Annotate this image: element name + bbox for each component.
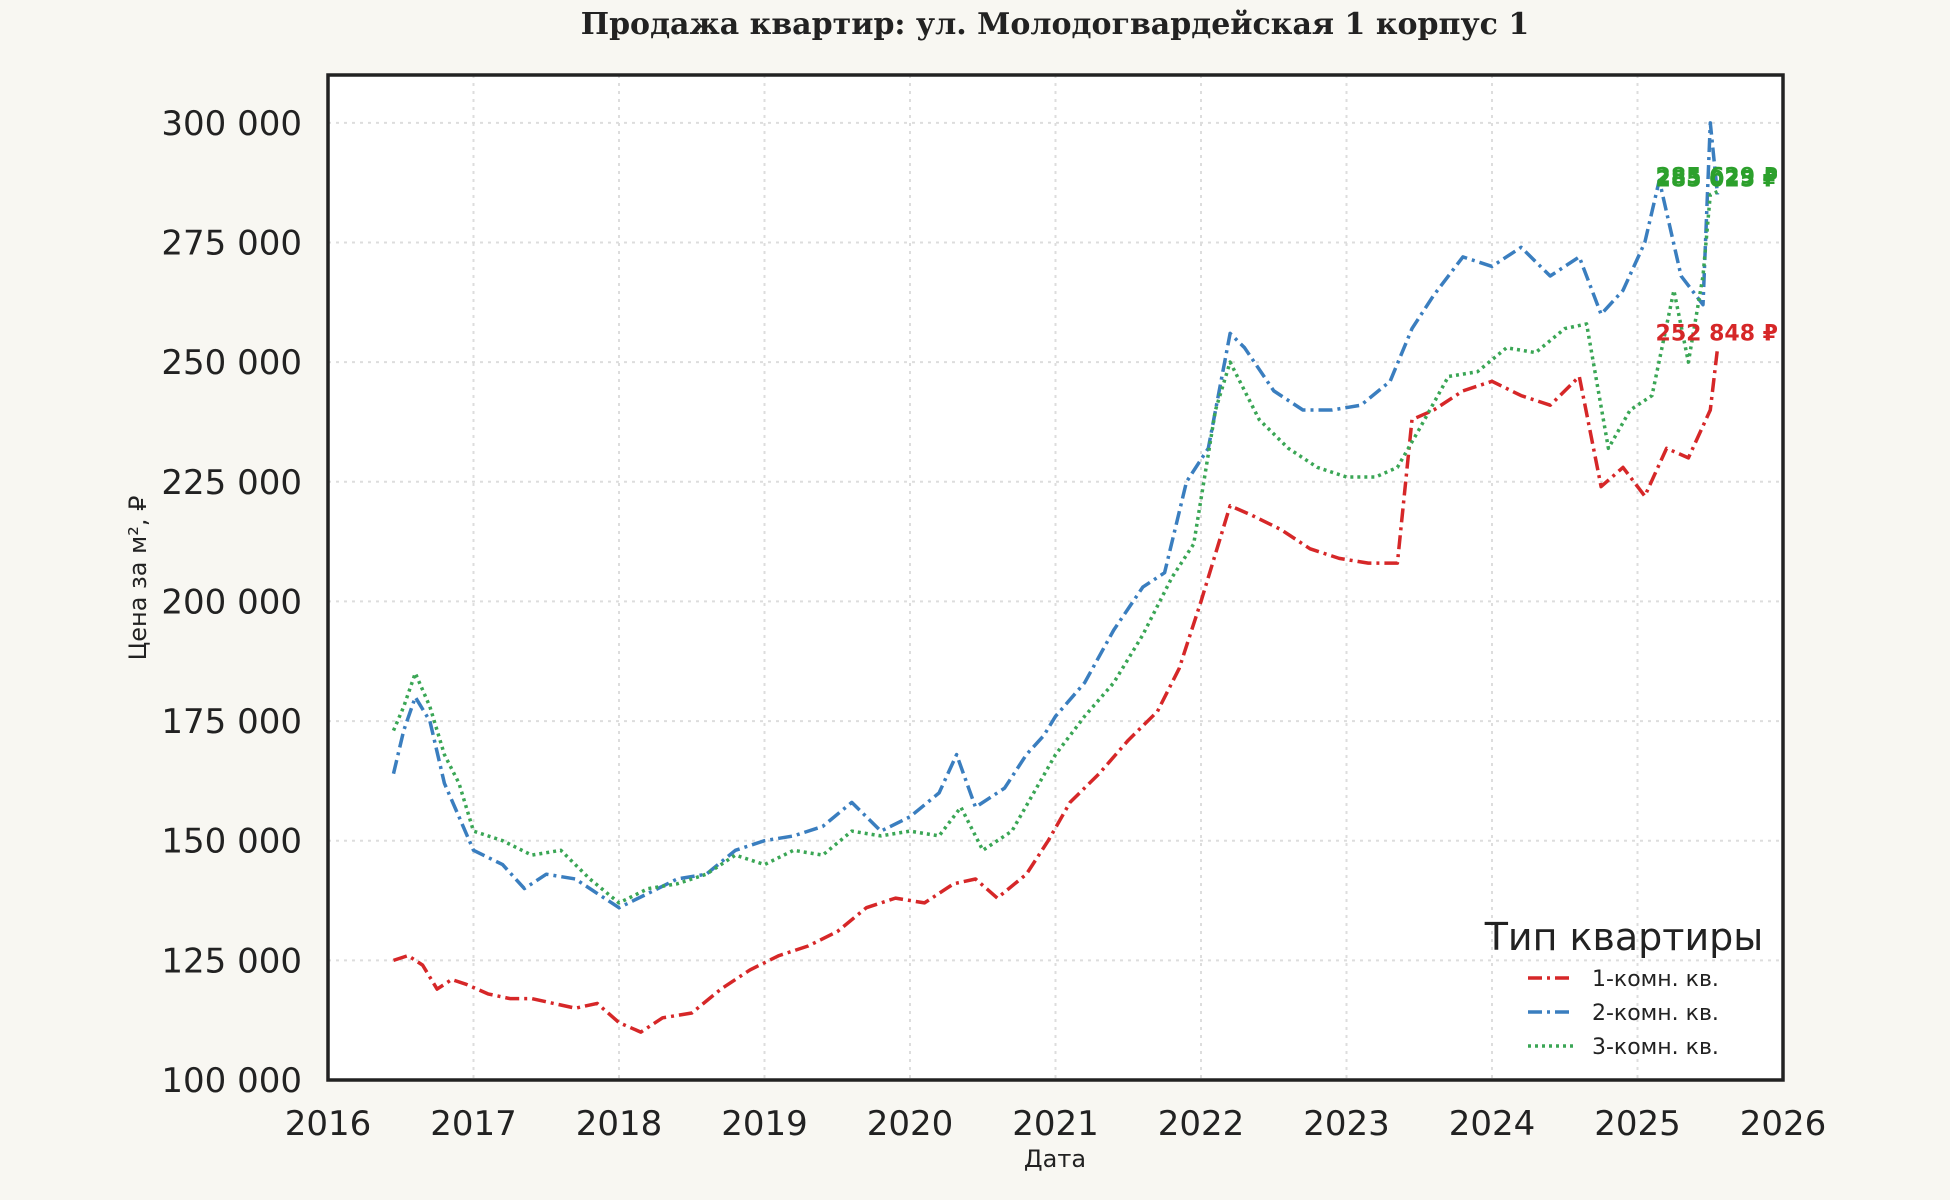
legend: Тип квартиры 1-комн. кв. 2-комн. кв. 3-ком… [1484, 915, 1764, 1060]
x-tick-label: 2016 [285, 1104, 372, 1144]
chart-title: Продажа квартир: ул. Молодогвардейская 1… [581, 7, 1530, 42]
x-tick-label: 2019 [721, 1104, 808, 1144]
y-tick-label: 100 000 [161, 1061, 302, 1101]
y-tick-label: 200 000 [161, 582, 302, 622]
end-value-label: 285 629 ₽ [1656, 165, 1778, 190]
end-value-labels: 252 848 ₽ 285 629 ₽285 025 ₽ [1656, 165, 1778, 347]
x-axis-label: Дата [1024, 1145, 1086, 1173]
end-value-label: 285 025 ₽ [1656, 168, 1778, 193]
end-value-label: 252 848 ₽ [1656, 322, 1778, 347]
y-tick-label: 175 000 [161, 702, 302, 742]
y-tick-label: 275 000 [161, 224, 302, 264]
x-tick-label: 2026 [1740, 1104, 1827, 1144]
x-tick-label: 2025 [1594, 1104, 1681, 1144]
y-axis-label: Цена за м², ₽ [124, 496, 152, 661]
legend-label: 1-комн. кв. [1592, 967, 1719, 992]
x-tick-label: 2021 [1012, 1104, 1099, 1144]
x-tick-label: 2023 [1303, 1104, 1390, 1144]
y-tick-label: 300 000 [161, 104, 302, 144]
x-tick-label: 2020 [867, 1104, 954, 1144]
y-axis-ticks: 100 000 125 000 150 000 175 000 200 000 225 0… [161, 104, 302, 1101]
y-tick-label: 150 000 [161, 822, 302, 862]
legend-items: 1-комн. кв. 2-комн. кв. 3-комн. кв. [1528, 967, 1719, 1060]
x-tick-label: 2024 [1449, 1104, 1536, 1144]
legend-item: 3-комн. кв. [1528, 1035, 1719, 1060]
legend-title: Тип квартиры [1484, 915, 1764, 959]
plot-frame [326, 73, 1785, 1082]
y-tick-label: 125 000 [161, 941, 302, 981]
series-layer [391, 121, 1720, 1034]
x-axis-ticks: 2016 2017 2018 2019 2020 2021 2022 2023 2024 2025… [285, 1104, 1827, 1144]
legend-item: 2-комн. кв. [1528, 1001, 1719, 1026]
series-line-1 [392, 348, 1720, 1034]
legend-label: 2-комн. кв. [1592, 1001, 1719, 1026]
y-tick-label: 225 000 [161, 463, 302, 503]
x-tick-label: 2018 [576, 1104, 663, 1144]
legend-label: 3-комн. кв. [1592, 1035, 1719, 1060]
series-line-3 [391, 189, 1719, 905]
x-tick-label: 2022 [1158, 1104, 1245, 1144]
legend-item: 1-комн. кв. [1528, 967, 1719, 992]
y-tick-label: 250 000 [161, 343, 302, 383]
x-tick-label: 2017 [430, 1104, 517, 1144]
